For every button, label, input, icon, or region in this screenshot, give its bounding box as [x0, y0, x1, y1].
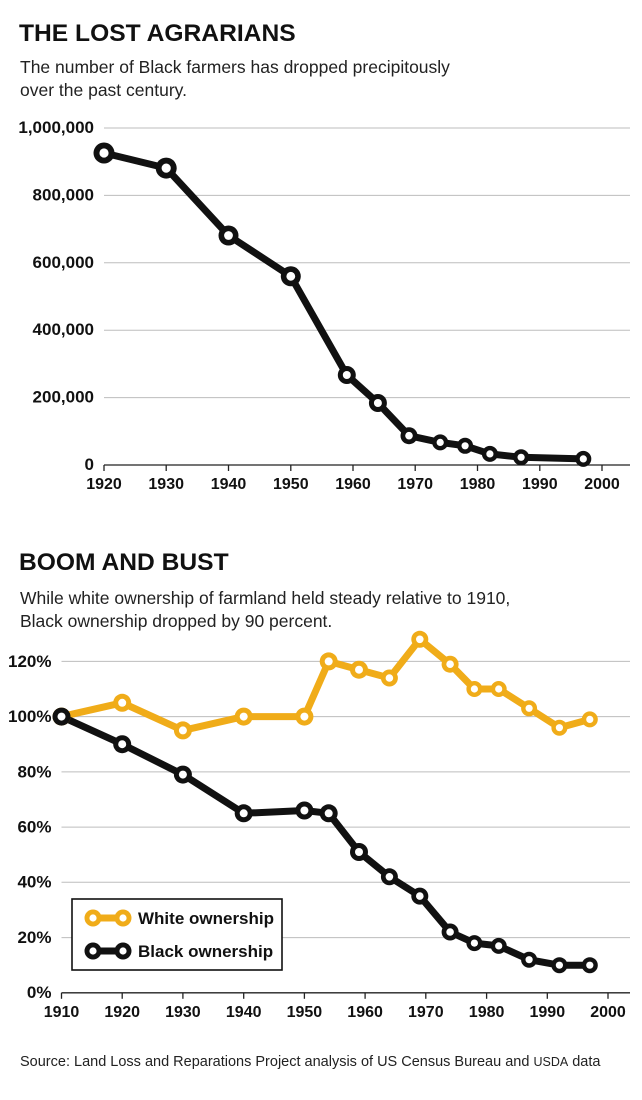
svg-text:1980: 1980 [469, 1004, 505, 1021]
svg-text:100%: 100% [8, 707, 51, 726]
svg-text:1920: 1920 [104, 1004, 140, 1021]
svg-text:1990: 1990 [530, 1004, 566, 1021]
svg-text:1950: 1950 [287, 1004, 323, 1021]
svg-text:Black ownership: Black ownership [138, 942, 273, 961]
svg-text:2000: 2000 [590, 1004, 626, 1021]
svg-text:0%: 0% [27, 983, 52, 1002]
svg-text:120%: 120% [8, 652, 51, 671]
svg-text:80%: 80% [17, 762, 51, 781]
svg-text:White ownership: White ownership [138, 909, 274, 928]
svg-text:20%: 20% [17, 928, 51, 947]
svg-text:1910: 1910 [44, 1004, 80, 1021]
svg-text:1940: 1940 [226, 1004, 262, 1021]
svg-text:1930: 1930 [165, 1004, 201, 1021]
svg-text:60%: 60% [17, 818, 51, 837]
svg-text:1960: 1960 [347, 1004, 383, 1021]
svg-text:40%: 40% [17, 873, 51, 892]
svg-text:1970: 1970 [408, 1004, 444, 1021]
